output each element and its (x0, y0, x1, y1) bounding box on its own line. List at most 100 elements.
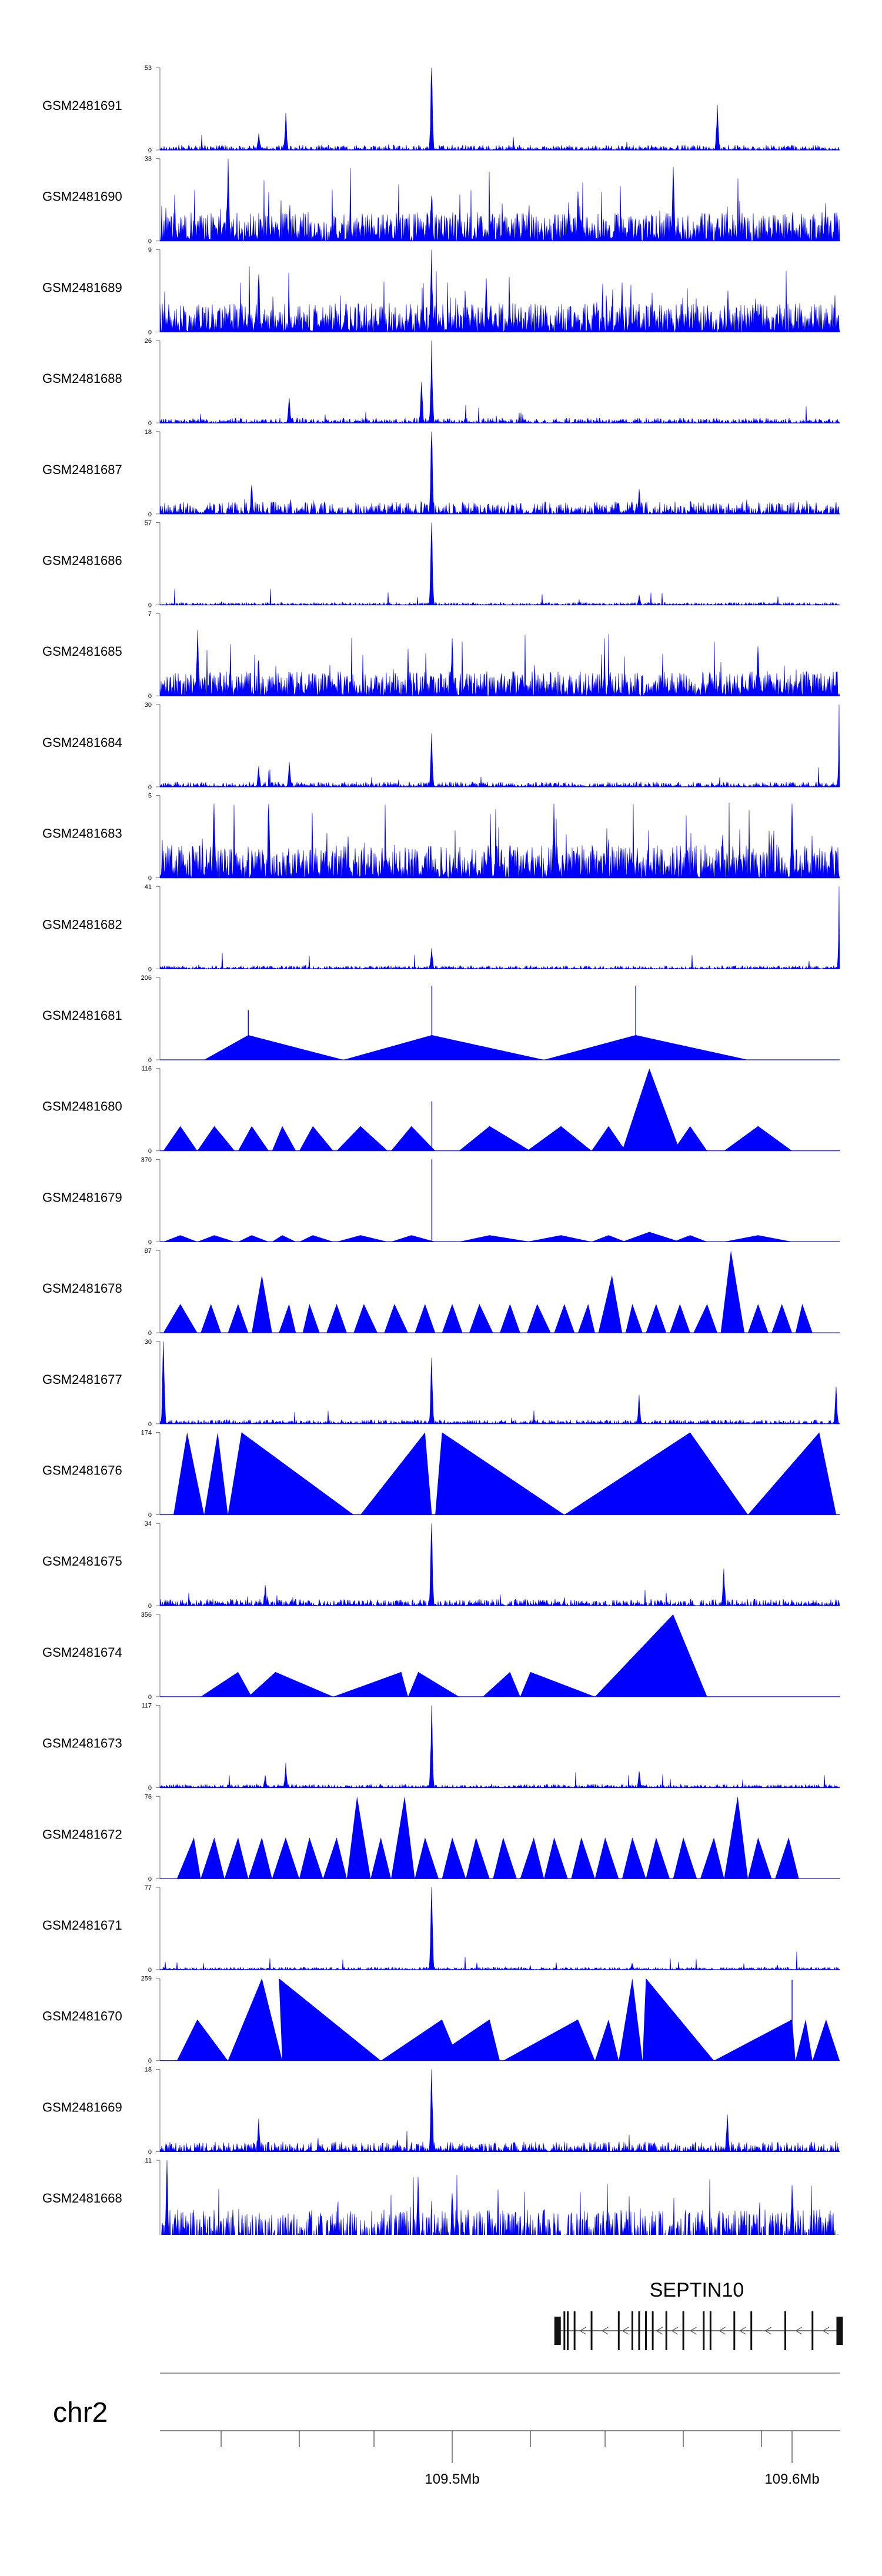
y-max-label: 117 (141, 1703, 152, 1710)
signal-block (204, 1432, 228, 1515)
track-GSM2481684: GSM2481684 30 0 (42, 702, 840, 791)
gene-exon (573, 2311, 576, 2350)
signal-block (323, 1837, 347, 1879)
signal-area (159, 802, 840, 879)
gene-exon (617, 2311, 620, 2350)
y-min-label: 0 (148, 966, 152, 973)
signal-block (622, 1837, 646, 1879)
signal-block (592, 1126, 626, 1151)
y-max-label: 18 (145, 2066, 152, 2073)
strand-arrow (656, 2327, 663, 2335)
track-GSM2481671: GSM2481671 77 0 (42, 1884, 840, 1974)
gene-track: SEPTIN10 (554, 2279, 843, 2350)
y-min-label: 0 (148, 1876, 152, 1883)
track-label: GSM2481686 (42, 553, 122, 568)
track-label: GSM2481668 (42, 2191, 122, 2205)
gene-exon (645, 2311, 647, 2350)
y-max-label: 77 (145, 1884, 152, 1891)
track-label: GSM2481678 (42, 1281, 122, 1296)
signal-block (724, 1796, 748, 1879)
track-GSM2481681: GSM2481681 206 0 (42, 975, 840, 1064)
y-max-label: 41 (145, 883, 152, 890)
signal-block (407, 1671, 459, 1697)
y-max-label: 33 (145, 156, 152, 163)
signal-block (554, 1304, 575, 1333)
track-label: GSM2481685 (42, 644, 122, 659)
signal-block (201, 1837, 225, 1879)
signal-block (228, 1304, 249, 1333)
track-label: GSM2481670 (42, 2009, 122, 2024)
y-min-label: 0 (148, 511, 152, 518)
signal-block (503, 2019, 595, 2061)
y-max-label: 26 (145, 338, 152, 345)
track-label: GSM2481682 (42, 917, 122, 932)
axis-tick-label: 109.5Mb (425, 2471, 479, 2487)
y-max-label: 11 (145, 2157, 152, 2164)
signal-block (163, 1304, 198, 1333)
signal-block (415, 1304, 436, 1333)
signal-block (673, 1126, 707, 1151)
signal-block (619, 1978, 643, 2061)
signal-block (459, 1126, 531, 1151)
signal-block (771, 1304, 793, 1333)
gene-exon (709, 2311, 711, 2350)
signal-block (302, 1304, 320, 1333)
y-min-label: 0 (148, 602, 152, 609)
signal-block (163, 1126, 198, 1151)
gene-exon (652, 2311, 654, 2350)
track-label: GSM2481687 (42, 462, 122, 477)
strand-arrow (690, 2327, 697, 2335)
signal-area (159, 1341, 840, 1424)
y-min-label: 0 (148, 238, 152, 245)
y-max-label: 370 (141, 1156, 152, 1163)
gene-exon (590, 2311, 593, 2350)
signal-block (720, 1250, 745, 1333)
signal-block (469, 1304, 493, 1333)
signal-block (370, 1837, 392, 1879)
y-min-label: 0 (148, 1785, 152, 1792)
track-GSM2481672: GSM2481672 76 0 (42, 1793, 840, 1883)
gene-exon (665, 2311, 667, 2350)
y-max-label: 259 (141, 1976, 152, 1983)
signal-block (201, 1671, 252, 1697)
signal-block (176, 1837, 201, 1879)
signal-block (380, 2019, 459, 2061)
track-GSM2481670: GSM2481670 259 0 (42, 1976, 840, 2065)
signal-block (228, 1432, 354, 1515)
y-max-label: 76 (145, 1793, 152, 1800)
y-max-label: 5 (148, 793, 152, 800)
y-min-label: 0 (148, 1421, 152, 1428)
signal-block (594, 2019, 619, 2061)
signal-block (812, 2019, 840, 2061)
signal-block (442, 1837, 466, 1879)
signal-block (646, 1304, 667, 1333)
signal-block (747, 1432, 837, 1515)
signal-block (577, 1304, 595, 1333)
signal-block (346, 1796, 371, 1879)
signal-area (159, 1523, 840, 1607)
signal-block (625, 1304, 643, 1333)
track-label: GSM2481675 (42, 1554, 122, 1569)
track-label: GSM2481683 (42, 826, 122, 841)
gene-exon (750, 2311, 753, 2350)
signal-block (598, 1275, 623, 1333)
y-max-label: 9 (148, 246, 152, 253)
track-label: GSM2481680 (42, 1099, 122, 1114)
track-label: GSM2481684 (42, 735, 122, 750)
signal-block (795, 2019, 813, 2061)
track-GSM2481686: GSM2481686 57 0 (42, 520, 840, 609)
track-label: GSM2481674 (42, 1645, 122, 1660)
signal-block (248, 1671, 333, 1697)
y-max-label: 87 (145, 1247, 152, 1254)
signal-block (564, 1432, 748, 1515)
signal-block (544, 1035, 748, 1060)
signal-block (724, 1235, 793, 1242)
signal-block (520, 1671, 595, 1697)
track-GSM2481691: GSM2481691 53 0 (42, 65, 840, 154)
track-GSM2481680: GSM2481680 116 0 (42, 1066, 840, 1155)
signal-block (527, 1304, 551, 1333)
y-min-label: 0 (148, 693, 152, 700)
signal-area (159, 2069, 840, 2153)
y-max-label: 57 (145, 520, 152, 527)
signal-block (279, 1304, 296, 1333)
